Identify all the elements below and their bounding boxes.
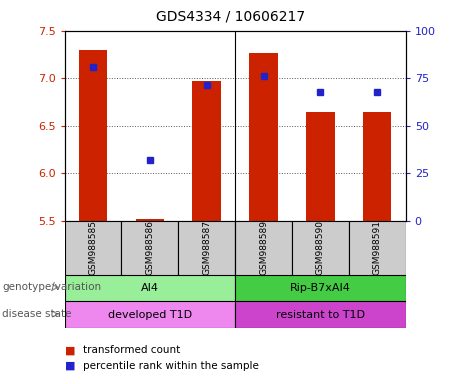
Text: GSM988585: GSM988585 <box>89 220 97 275</box>
Text: resistant to T1D: resistant to T1D <box>276 310 365 320</box>
Bar <box>363 111 391 221</box>
Text: AI4: AI4 <box>141 283 159 293</box>
Bar <box>178 221 235 275</box>
Bar <box>79 50 107 221</box>
Bar <box>249 53 278 221</box>
Text: Rip-B7xAI4: Rip-B7xAI4 <box>290 283 351 293</box>
Text: ■: ■ <box>65 345 75 355</box>
Text: genotype/variation: genotype/variation <box>2 282 101 292</box>
Text: GSM988586: GSM988586 <box>145 220 154 275</box>
Text: GSM988591: GSM988591 <box>373 220 382 275</box>
Bar <box>349 221 406 275</box>
Bar <box>235 301 406 328</box>
Bar <box>65 221 121 275</box>
Text: disease state: disease state <box>2 309 72 319</box>
Text: percentile rank within the sample: percentile rank within the sample <box>83 361 259 371</box>
Text: transformed count: transformed count <box>83 345 180 355</box>
Bar <box>193 81 221 221</box>
Bar <box>306 111 335 221</box>
Bar <box>235 275 406 301</box>
Bar <box>235 221 292 275</box>
Bar <box>65 301 235 328</box>
Text: GSM988589: GSM988589 <box>259 220 268 275</box>
Text: developed T1D: developed T1D <box>108 310 192 320</box>
Bar <box>65 275 235 301</box>
Text: ■: ■ <box>65 361 75 371</box>
Text: GSM988587: GSM988587 <box>202 220 211 275</box>
Bar <box>136 219 164 221</box>
Bar <box>121 221 178 275</box>
Bar <box>292 221 349 275</box>
Text: GDS4334 / 10606217: GDS4334 / 10606217 <box>156 10 305 23</box>
Text: GSM988590: GSM988590 <box>316 220 325 275</box>
